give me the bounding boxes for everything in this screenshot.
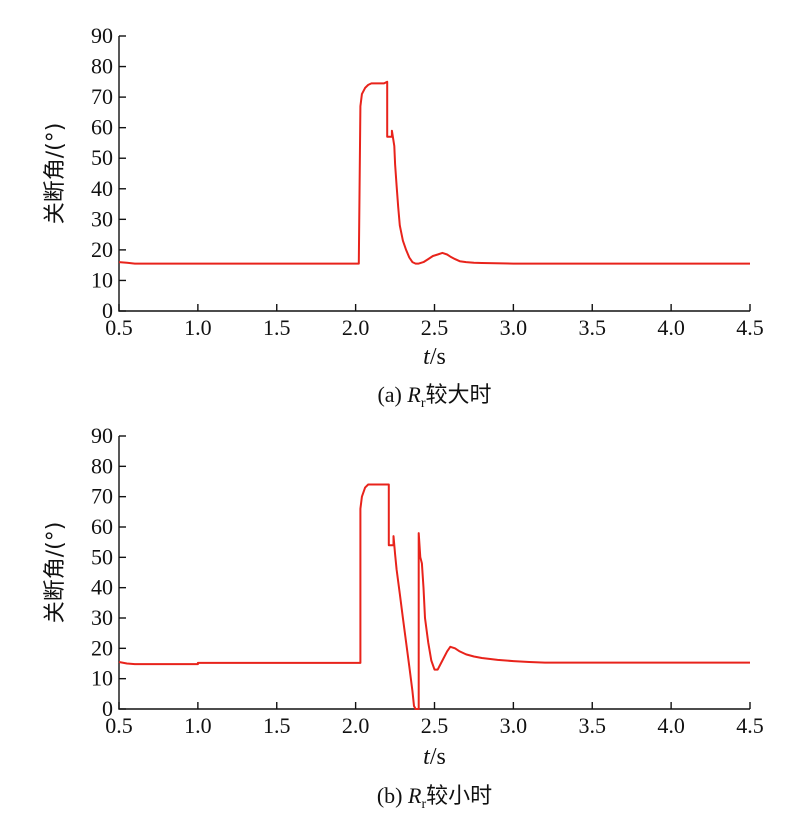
y-tick-label: 10	[91, 666, 113, 691]
x-axis-unit: /s	[430, 344, 446, 370]
chart-a: 0 10 20 30 40 50 60 70 80 90 0.5 1.0 1.5 2.0 2.5 3.0 3.5…	[43, 23, 764, 411]
x-tick-label: 4.0	[657, 713, 685, 738]
y-tick-label: 40	[91, 176, 113, 201]
x-tick-label: 2.5	[421, 713, 449, 738]
subplot-caption: (b) Rr较小时	[377, 783, 492, 812]
y-tick-label: 70	[91, 84, 113, 109]
y-tick-label: 50	[91, 145, 113, 170]
y-tick-label: 60	[91, 115, 113, 140]
y-tick-label: 30	[91, 605, 113, 630]
x-tick-label: 4.5	[736, 713, 764, 738]
x-tick-label: 4.5	[736, 315, 764, 340]
y-tick-label: 90	[91, 23, 113, 48]
y-tick-label: 90	[91, 423, 113, 448]
axis-lines	[118, 36, 750, 312]
y-tick-label: 40	[91, 575, 113, 600]
x-tick-label: 2.0	[342, 713, 370, 738]
x-tick-label: 1.0	[184, 315, 212, 340]
series-line-b	[118, 483, 750, 710]
x-tick-label: 1.5	[263, 713, 291, 738]
y-tick-label: 30	[91, 206, 113, 231]
caption-prefix: (b)	[377, 783, 408, 808]
y-tick-label: 0	[102, 696, 113, 721]
x-tick-label: 0.5	[105, 315, 133, 340]
y-tick-label: 0	[102, 298, 113, 323]
y-tick-label: 10	[91, 267, 113, 292]
y-axis-label: 关断角/(°)	[43, 522, 68, 624]
y-tick-label: 20	[91, 237, 113, 262]
x-tick-label: 0.5	[105, 713, 133, 738]
x-tick-label: 3.5	[579, 713, 607, 738]
x-axis-label: t/s	[423, 744, 446, 770]
x-axis-label: t/s	[423, 344, 446, 370]
y-tick-label: 80	[91, 453, 113, 478]
y-tick-label: 20	[91, 635, 113, 660]
caption-prefix: (a)	[377, 382, 407, 407]
y-axis-label: 关断角/(°)	[43, 123, 68, 225]
caption-suffix: 较大时	[426, 383, 492, 408]
subplot-caption: (a) Rr较大时	[377, 382, 491, 411]
caption-variable: R	[406, 382, 421, 407]
x-tick-label: 1.0	[184, 713, 212, 738]
y-tick-label: 50	[91, 544, 113, 569]
series-line-a	[118, 80, 750, 265]
caption-variable: R	[407, 783, 422, 808]
y-tick-label: 60	[91, 514, 113, 539]
x-tick-label: 2.0	[342, 315, 370, 340]
caption-suffix: 较小时	[426, 784, 492, 809]
x-tick-label: 3.0	[500, 713, 528, 738]
x-axis-variable: t	[423, 344, 431, 370]
caption-subscript: r	[421, 797, 426, 812]
x-axis-variable: t	[423, 744, 431, 770]
x-tick-label: 3.0	[500, 315, 528, 340]
x-tick-label: 2.5	[421, 315, 449, 340]
x-tick-label: 4.0	[657, 315, 685, 340]
y-tick-label: 80	[91, 54, 113, 79]
chart-b: 0 10 20 30 40 50 60 70 80 90 0.5 1.0 1.5 2.0 2.5 3.0 3.5…	[43, 423, 764, 812]
x-axis-unit: /s	[430, 744, 446, 770]
x-tick-label: 1.5	[263, 315, 291, 340]
x-tick-label: 3.5	[579, 315, 607, 340]
y-tick-label: 70	[91, 484, 113, 509]
caption-subscript: r	[421, 396, 426, 411]
